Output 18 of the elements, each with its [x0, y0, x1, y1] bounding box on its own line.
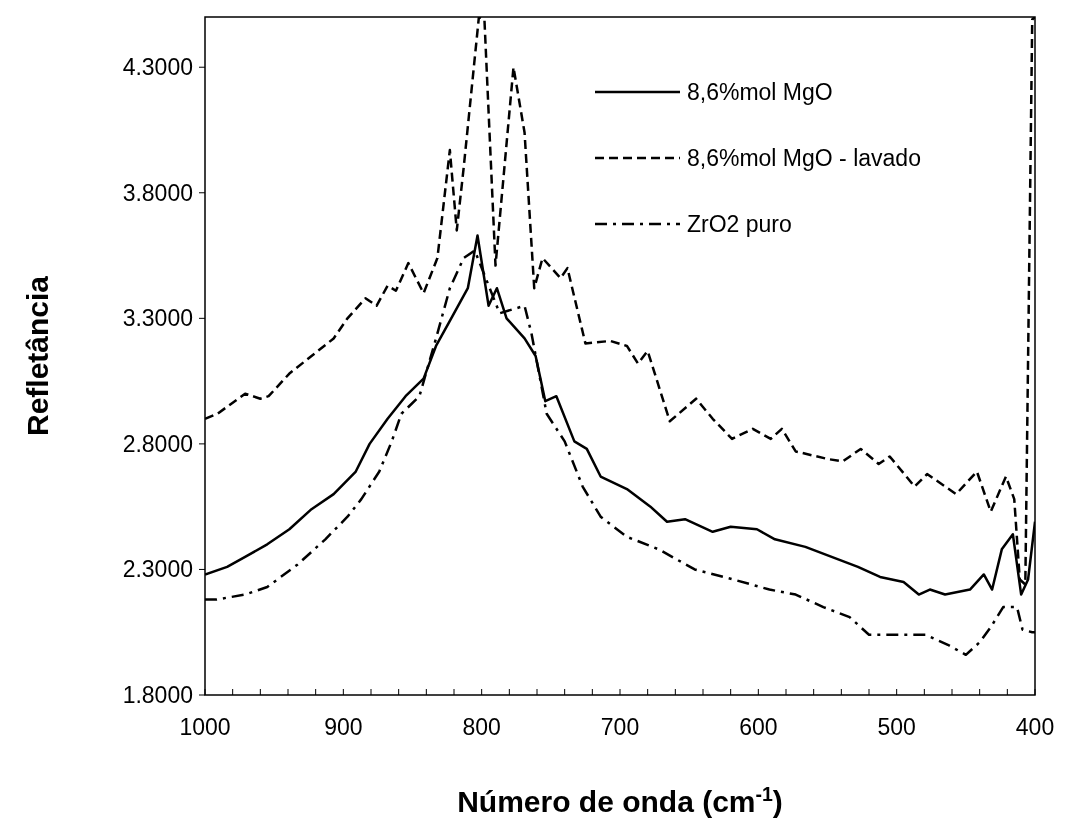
y-axis-title: Refletância — [21, 275, 54, 437]
y-tick-label: 3.8000 — [122, 179, 193, 206]
y-tick-label: 3.3000 — [122, 305, 193, 332]
y-tick-label: 2.3000 — [122, 556, 193, 583]
x-tick-label: 600 — [739, 714, 778, 740]
legend-label: ZrO2 puro — [687, 211, 792, 237]
y-tick-label: 4.3000 — [122, 54, 193, 81]
x-tick-label: 500 — [877, 714, 916, 740]
y-tick-label: 1.8000 — [122, 682, 193, 708]
legend-label: 8,6%mol MgO — [687, 79, 833, 105]
legend-label: 8,6%mol MgO - lavado — [687, 145, 921, 171]
y-tick-label: 2.8000 — [122, 430, 193, 457]
x-tick-label: 400 — [1015, 714, 1055, 740]
x-tick-label: 700 — [600, 714, 640, 740]
x-tick-label: 800 — [462, 714, 501, 740]
x-tick-label: 900 — [324, 714, 363, 740]
x-tick-label: 1000 — [179, 714, 231, 740]
x-axis-title: Número de onda (cm$^{-1}$) — [457, 783, 783, 818]
